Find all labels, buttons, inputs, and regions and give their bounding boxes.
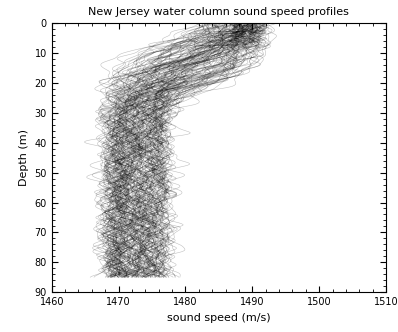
Title: New Jersey water column sound speed profiles: New Jersey water column sound speed prof… [88, 7, 349, 17]
Y-axis label: Depth (m): Depth (m) [19, 129, 29, 186]
X-axis label: sound speed (m/s): sound speed (m/s) [167, 312, 271, 323]
